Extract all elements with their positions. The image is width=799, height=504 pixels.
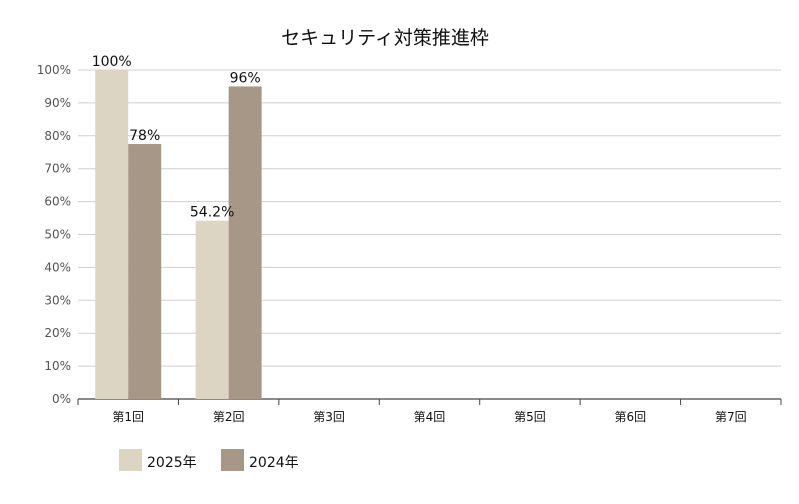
legend-swatch <box>221 449 244 471</box>
x-category-label: 第3回 <box>313 410 345 424</box>
legend-label: 2025年 <box>147 455 197 471</box>
x-category-label: 第5回 <box>514 410 546 424</box>
x-category-label: 第6回 <box>615 410 647 424</box>
legend: 2025年 2024年 <box>119 449 299 471</box>
y-tick-label: 90% <box>44 96 71 110</box>
y-tick-label: 60% <box>44 195 71 209</box>
legend-swatch <box>119 449 142 471</box>
grid <box>78 69 781 400</box>
bar-2024年-第1回 <box>128 144 162 399</box>
y-tick-label: 100% <box>37 63 71 77</box>
bar-2025年-第2回 <box>195 220 229 399</box>
data-label: 54.2% <box>190 205 234 221</box>
y-axis-ticks: 0% 10% 20% 30% 40% 50% 60% 70% 80% 90% 100% <box>37 63 71 406</box>
data-label: 96% <box>230 70 261 86</box>
chart-title: セキュリティ対策推進枠 <box>281 27 489 49</box>
data-labels: 100% 78% 54.2% 96% <box>92 54 261 221</box>
bars <box>95 70 262 399</box>
legend-label: 2024年 <box>249 455 299 471</box>
y-tick-label: 0% <box>52 392 71 406</box>
y-tick-label: 40% <box>44 260 71 274</box>
y-tick-label: 30% <box>44 293 71 307</box>
bar-2024年-第2回 <box>228 86 262 399</box>
y-tick-label: 10% <box>44 359 71 373</box>
x-axis-categories: 第1回 第2回 第3回 第4回 第5回 第6回 第7回 <box>77 399 782 424</box>
data-label: 78% <box>129 128 160 144</box>
y-tick-label: 70% <box>44 162 71 176</box>
bar-2025年-第1回 <box>95 70 129 399</box>
y-tick-label: 50% <box>44 228 71 242</box>
x-category-label: 第2回 <box>213 410 245 424</box>
x-category-label: 第7回 <box>715 410 747 424</box>
x-category-label: 第1回 <box>112 410 144 424</box>
y-tick-label: 80% <box>44 129 71 143</box>
x-category-label: 第4回 <box>414 410 446 424</box>
data-label: 100% <box>92 54 132 70</box>
y-tick-label: 20% <box>44 326 71 340</box>
